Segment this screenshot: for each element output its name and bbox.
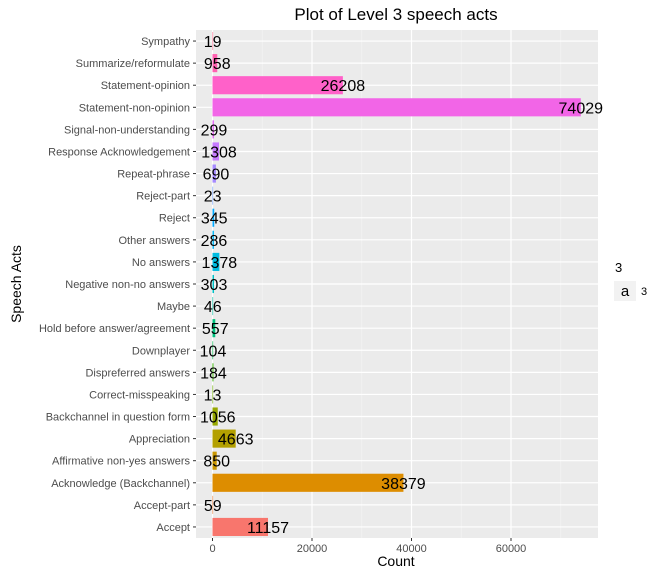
y-tick-label: Backchannel in question form [46,412,190,424]
data-label: 23 [204,189,222,206]
bar [212,341,214,360]
data-label: 557 [202,321,229,338]
legend-title: 3 [615,260,622,275]
bar [212,76,343,95]
bar [212,186,214,205]
data-label: 13 [204,387,222,404]
x-tick-label: 0 [209,543,215,555]
bar [212,120,214,139]
data-label: 345 [201,211,228,228]
y-tick-label: Acknowledge (Backchannel) [51,478,190,490]
y-tick-label: Dispreferred answers [85,367,190,379]
data-label: 850 [203,454,230,471]
legend-label: 3 [641,286,647,298]
chart-title: Plot of Level 3 speech acts [294,5,497,24]
y-tick-label: Repeat-phrase [117,169,190,181]
legend-key [614,281,636,301]
data-label: 1056 [200,410,236,427]
y-tick-label: Accept [156,522,190,534]
bar [212,363,214,382]
y-tick-label: Hold before answer/agreement [39,323,190,335]
data-labels: 11157 59 38379 850 4663 1056 13 184 104 557 46 303 1… [200,34,603,537]
data-label: 26208 [321,78,366,95]
bar [212,142,220,161]
y-tick-label: Correct-misspeaking [89,389,190,401]
data-label: 19 [204,34,222,51]
y-tick-label: Statement-opinion [101,80,190,92]
y-tick-label: Affirmative non-yes answers [52,456,190,468]
data-label: 286 [201,233,228,250]
data-label: 104 [200,343,227,360]
x-tick-label: 40000 [396,543,427,555]
y-tick-label: Sympathy [141,36,190,48]
y-tick-label: Signal-non-understanding [64,124,190,136]
y-tick-label: No answers [132,257,191,269]
bar [212,429,236,448]
legend-key-glyph: a [621,283,630,300]
y-tick-label: Summarize/reformulate [76,58,190,70]
bar [212,208,215,227]
x-tick-label: 60000 [496,543,527,555]
data-label: 1378 [202,255,238,272]
bar [212,230,214,249]
bar [212,517,269,537]
y-tick-label: Response Acknowledgement [48,146,190,158]
data-label: 184 [200,365,227,382]
y-tick-label: Negative non-no answers [65,279,190,291]
bar [212,31,214,51]
bar [212,297,214,316]
y-tick-label: Reject [159,213,190,225]
legend: 3 a 3 [614,260,647,301]
bar [212,495,214,514]
y-axis: Accept Accept-part Acknowledge (Backchanne… [39,36,196,534]
bar [212,54,218,73]
y-tick-label: Accept-part [134,500,190,512]
data-label: 958 [204,56,231,73]
data-label: 690 [203,167,230,184]
x-tick-label: 20000 [297,543,328,555]
x-axis-title: Count [377,553,414,569]
data-label: 59 [204,498,222,515]
bar [212,473,404,492]
y-tick-label: Maybe [157,301,190,313]
data-label: 299 [201,122,228,139]
bar [212,252,220,271]
y-axis-title: Speech Acts [8,245,24,323]
x-axis: 0 20000 40000 60000 [209,538,526,555]
data-label: 74029 [559,100,604,117]
bar [212,385,214,404]
bar [212,451,217,470]
y-tick-label: Downplayer [132,345,190,357]
data-label: 11157 [247,520,289,537]
data-label: 303 [201,277,228,294]
bars [212,31,581,537]
data-label: 4663 [218,432,254,449]
data-label: 46 [204,299,222,316]
bar [212,164,216,183]
data-label: 38379 [381,476,426,493]
y-tick-label: Statement-non-opinion [79,102,190,114]
bar [212,407,218,426]
bar [212,98,581,117]
bar [212,274,215,294]
y-tick-label: Other answers [118,235,190,247]
y-tick-label: Appreciation [129,434,190,446]
data-label: 1308 [201,144,237,161]
bar [212,319,216,338]
y-tick-label: Reject-part [136,191,190,203]
